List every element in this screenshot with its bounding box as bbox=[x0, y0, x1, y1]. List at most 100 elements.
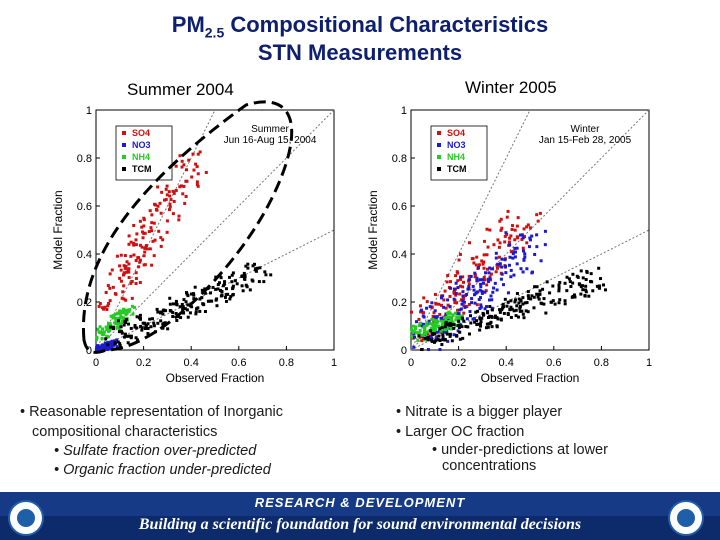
scatter-point-so4 bbox=[154, 207, 158, 211]
scatter-point-tcm bbox=[490, 325, 494, 329]
scatter-point-so4 bbox=[103, 305, 107, 309]
scatter-point-nh4 bbox=[445, 327, 449, 331]
scatter-point-tcm bbox=[169, 309, 173, 313]
scatter-point-so4 bbox=[455, 301, 459, 305]
scatter-point-tcm bbox=[161, 312, 165, 316]
scatter-point-no3 bbox=[488, 298, 492, 302]
scatter-point-tcm bbox=[154, 330, 158, 334]
scatter-point-so4 bbox=[485, 227, 489, 231]
legend-label: NO3 bbox=[447, 140, 466, 150]
scatter-point-tcm bbox=[518, 309, 522, 313]
scatter-point-tcm bbox=[430, 339, 434, 343]
scatter-point-no3 bbox=[96, 347, 100, 351]
scatter-point-tcm bbox=[518, 306, 522, 310]
scatter-point-tcm bbox=[563, 281, 567, 285]
scatter-point-tcm bbox=[253, 262, 257, 266]
x-tick-label: 0 bbox=[408, 357, 414, 369]
scatter-point-tcm bbox=[230, 280, 234, 284]
scatter-point-tcm bbox=[241, 289, 245, 293]
scatter-point-so4 bbox=[467, 274, 471, 278]
scatter-point-so4 bbox=[108, 299, 112, 303]
scatter-point-so4 bbox=[505, 232, 509, 236]
scatter-point-tcm bbox=[458, 337, 462, 341]
scatter-point-no3 bbox=[490, 306, 494, 310]
scatter-point-nh4 bbox=[126, 308, 130, 312]
scatter-point-tcm bbox=[478, 316, 482, 320]
scatter-point-tcm bbox=[486, 325, 490, 329]
scatter-point-so4 bbox=[119, 279, 123, 283]
scatter-point-tcm bbox=[479, 320, 483, 324]
scatter-point-tcm bbox=[469, 321, 473, 325]
scatter-point-so4 bbox=[195, 183, 199, 187]
scatter-point-so4 bbox=[473, 273, 477, 277]
scatter-point-tcm bbox=[129, 334, 133, 338]
scatter-point-tcm bbox=[111, 325, 115, 329]
scatter-point-tcm bbox=[120, 331, 124, 335]
scatter-point-tcm bbox=[496, 317, 500, 321]
scatter-point-tcm bbox=[262, 280, 266, 284]
scatter-point-no3 bbox=[503, 258, 507, 262]
scatter-point-tcm bbox=[572, 293, 576, 297]
scatter-point-tcm bbox=[256, 266, 260, 270]
scatter-point-so4 bbox=[510, 227, 514, 231]
ref-line-2to1 bbox=[410, 109, 531, 351]
scatter-point-so4 bbox=[106, 284, 110, 288]
scatter-point-tcm bbox=[571, 281, 575, 285]
scatter-point-nh4 bbox=[107, 327, 111, 331]
scatter-point-so4 bbox=[157, 229, 161, 233]
scatter-point-nh4 bbox=[120, 320, 124, 324]
scatter-point-tcm bbox=[501, 306, 505, 310]
scatter-point-so4 bbox=[461, 275, 465, 279]
scatter-point-so4 bbox=[127, 234, 131, 238]
scatter-point-so4 bbox=[461, 280, 465, 284]
scatter-point-so4 bbox=[438, 312, 442, 316]
scatter-point-so4 bbox=[164, 197, 168, 201]
scatter-point-no3 bbox=[543, 243, 547, 247]
scatter-point-no3 bbox=[488, 266, 492, 270]
scatter-point-so4 bbox=[445, 280, 449, 284]
scatter-point-nh4 bbox=[437, 325, 441, 329]
scatter-point-tcm bbox=[242, 271, 246, 275]
scatter-point-nh4 bbox=[409, 335, 413, 339]
scatter-point-so4 bbox=[165, 193, 169, 197]
scatter-point-tcm bbox=[602, 283, 606, 287]
scatter-point-tcm bbox=[565, 275, 569, 279]
scatter-point-tcm bbox=[126, 341, 130, 345]
scatter-point-tcm bbox=[515, 304, 519, 308]
scatter-point-so4 bbox=[124, 298, 128, 302]
scatter-point-tcm bbox=[597, 285, 601, 289]
right-bullets: • Nitrate is a bigger player • Larger OC… bbox=[396, 402, 608, 474]
scatter-point-no3 bbox=[430, 336, 434, 340]
scatter-point-tcm bbox=[223, 295, 227, 299]
scatter-point-no3 bbox=[494, 256, 498, 260]
scatter-point-so4 bbox=[108, 286, 112, 290]
scatter-point-tcm bbox=[563, 302, 567, 306]
scatter-point-so4 bbox=[118, 264, 122, 268]
ref-line-1to1 bbox=[410, 109, 650, 351]
scatter-point-nh4 bbox=[122, 307, 126, 311]
scatter-point-so4 bbox=[499, 217, 503, 221]
scatter-point-so4 bbox=[458, 252, 462, 256]
scatter-point-so4 bbox=[138, 219, 142, 223]
scatter-point-tcm bbox=[563, 299, 567, 303]
scatter-point-tcm bbox=[530, 294, 534, 298]
x-tick-label: 0.2 bbox=[136, 357, 151, 369]
scatter-point-no3 bbox=[521, 236, 525, 240]
scatter-point-nh4 bbox=[432, 318, 436, 322]
scatter-point-no3 bbox=[438, 348, 442, 352]
scatter-point-no3 bbox=[513, 255, 517, 259]
scatter-point-so4 bbox=[457, 258, 461, 262]
scatter-point-no3 bbox=[425, 306, 429, 310]
scatter-point-no3 bbox=[452, 333, 456, 337]
scatter-point-tcm bbox=[220, 290, 224, 294]
scatter-point-tcm bbox=[231, 286, 235, 290]
scatter-point-so4 bbox=[180, 165, 184, 169]
scatter-point-so4 bbox=[456, 308, 460, 312]
scatter-point-so4 bbox=[134, 281, 138, 285]
scatter-point-so4 bbox=[98, 301, 102, 305]
scatter-point-so4 bbox=[453, 299, 457, 303]
x-axis-label: Observed Fraction bbox=[166, 371, 265, 385]
scatter-point-no3 bbox=[535, 233, 539, 237]
scatter-point-tcm bbox=[109, 325, 113, 329]
scatter-point-tcm bbox=[201, 302, 205, 306]
